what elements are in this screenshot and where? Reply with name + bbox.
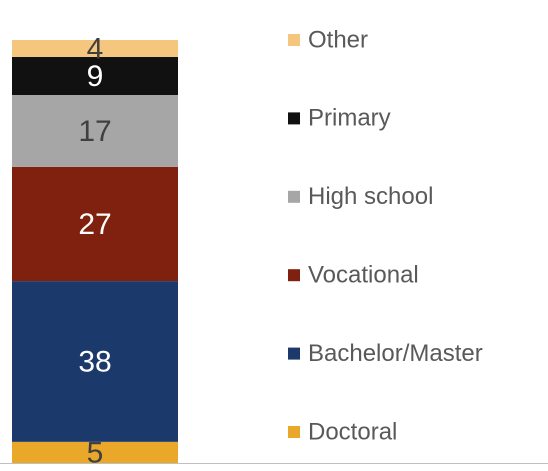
legend-label: Bachelor/Master (308, 340, 483, 367)
data-label: 5 (87, 436, 104, 469)
bar-segment (12, 166, 178, 282)
legend-label: High school (308, 183, 433, 210)
data-label: 38 (78, 345, 111, 378)
bar-segment (12, 281, 178, 442)
data-label: 17 (78, 115, 111, 148)
data-label: 27 (78, 208, 111, 241)
legend-swatch (288, 347, 300, 360)
legend-label: Vocational (308, 262, 419, 289)
legend-label: Doctoral (308, 418, 397, 445)
bar-segment (12, 441, 178, 463)
data-label: 9 (87, 60, 104, 93)
bar-segment (12, 40, 178, 57)
legend-swatch (288, 112, 300, 125)
bar-segment (12, 94, 178, 167)
legend-label: Primary (308, 105, 391, 132)
legend-swatch (288, 426, 300, 438)
legend-label: Other (308, 26, 368, 53)
legend-swatch (288, 269, 300, 282)
bar-segment (12, 56, 178, 95)
data-label: 4 (87, 32, 104, 65)
legend-swatch (288, 190, 300, 203)
legend-swatch (288, 34, 300, 46)
